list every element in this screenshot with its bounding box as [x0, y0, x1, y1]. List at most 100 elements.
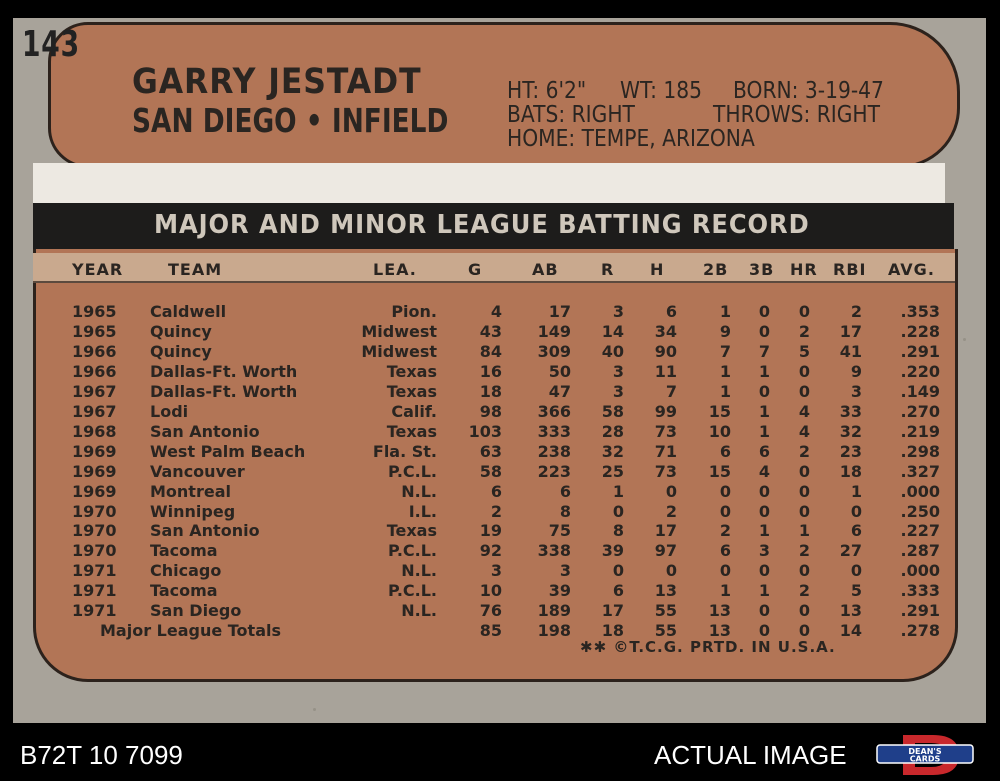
stat-cell: 6	[850, 521, 862, 540]
stat-cell: 1	[719, 382, 731, 401]
stat-cell: 41	[839, 342, 862, 361]
stat-cell: 97	[654, 541, 677, 560]
stat-cell: 17	[548, 302, 571, 321]
stat-cell: 0	[850, 502, 862, 521]
stat-cell: 1969	[72, 442, 117, 461]
stat-cell: 3	[559, 561, 571, 580]
stat-cell: 1	[758, 362, 770, 381]
stat-cell: 1968	[72, 422, 117, 441]
stat-cell: 309	[537, 342, 571, 361]
stat-cell: P.C.L.	[388, 541, 437, 560]
stat-cell: 0	[758, 322, 770, 341]
stat-cell: 23	[839, 442, 862, 461]
stat-cell: .270	[900, 402, 940, 421]
card-number: 143	[22, 24, 80, 65]
stat-cell: 1	[719, 302, 731, 321]
stat-cell: 223	[537, 462, 571, 481]
stat-cell: 1	[758, 402, 770, 421]
stat-cell: Pion.	[391, 302, 437, 321]
stat-cell: 39	[601, 541, 624, 560]
stat-cell: 17	[654, 521, 677, 540]
column-header: G	[468, 260, 483, 279]
stat-cell: Caldwell	[150, 302, 227, 321]
stat-cell: 149	[537, 322, 571, 341]
column-header: LEA.	[373, 260, 417, 279]
stats-header-row	[33, 253, 955, 281]
stat-cell: 4	[798, 402, 810, 421]
stat-cell: Lodi	[150, 402, 189, 421]
stat-cell: 1971	[72, 561, 117, 580]
stat-cell: .220	[900, 362, 940, 381]
stat-cell: 0	[798, 561, 810, 580]
stat-cell: 43	[479, 322, 502, 341]
stat-cell: 7	[758, 342, 770, 361]
stat-cell: 189	[537, 601, 571, 620]
deans-cards-logo-icon: DEAN'S CARDS	[876, 735, 974, 775]
player-name: GARRY JESTADT	[132, 62, 422, 102]
stat-cell: 8	[559, 502, 571, 521]
stat-cell: Winnipeg	[150, 502, 236, 521]
stat-cell: Dallas-Ft. Worth	[150, 382, 298, 401]
stat-cell: 366	[537, 402, 571, 421]
stat-cell: 39	[548, 581, 571, 600]
column-header: 3B	[749, 260, 775, 279]
stat-cell: 47	[548, 382, 571, 401]
stat-cell: Midwest	[361, 322, 437, 341]
stat-cell: 2	[798, 541, 810, 560]
totals-cell: 13	[708, 621, 731, 640]
column-header: R	[601, 260, 615, 279]
column-header: AB	[532, 260, 559, 279]
stat-cell: 0	[719, 482, 731, 501]
stat-cell: Texas	[386, 422, 437, 441]
record-title: MAJOR AND MINOR LEAGUE BATTING RECORD	[154, 210, 810, 240]
stat-cell: 0	[798, 302, 810, 321]
svg-text:DEAN'S: DEAN'S	[908, 747, 941, 756]
stat-cell: 2	[490, 502, 502, 521]
stat-cell: .250	[900, 502, 940, 521]
stat-cell: 2	[798, 322, 810, 341]
stat-cell: 0	[798, 362, 810, 381]
stat-cell: 11	[654, 362, 677, 381]
copyright-line: ✱✱ ©T.C.G. PRTD. IN U.S.A.	[580, 638, 836, 656]
stat-cell: 1967	[72, 382, 117, 401]
stat-cell: 7	[719, 342, 731, 361]
totals-cell: .278	[900, 621, 940, 640]
stat-cell: 2	[719, 521, 731, 540]
stat-cell: 3	[850, 382, 862, 401]
stat-cell: 7	[665, 382, 677, 401]
stat-cell: Texas	[386, 382, 437, 401]
stat-cell: 3	[612, 302, 624, 321]
stat-cell: 13	[708, 601, 731, 620]
stat-cell: 1967	[72, 402, 117, 421]
stat-cell: 1	[758, 581, 770, 600]
stat-cell: Tacoma	[150, 541, 218, 560]
column-header: H	[650, 260, 665, 279]
stat-cell: 2	[850, 302, 862, 321]
stat-cell: .353	[900, 302, 940, 321]
stat-cell: Quincy	[150, 342, 212, 361]
height: HT: 6'2"	[507, 78, 587, 104]
stat-cell: 55	[654, 601, 677, 620]
stat-cell: 75	[548, 521, 571, 540]
column-header: YEAR	[72, 260, 124, 279]
stat-cell: 3	[758, 541, 770, 560]
stat-cell: Quincy	[150, 322, 212, 341]
throws: THROWS: RIGHT	[713, 102, 880, 128]
stat-cell: Chicago	[150, 561, 222, 580]
stat-cell: 0	[612, 561, 624, 580]
stat-cell: 58	[479, 462, 502, 481]
stat-cell: 2	[798, 581, 810, 600]
stat-cell: 3	[612, 362, 624, 381]
stat-cell: 0	[758, 302, 770, 321]
stat-cell: .291	[900, 601, 940, 620]
column-header: 2B	[703, 260, 729, 279]
stat-cell: San Antonio	[150, 521, 260, 540]
stat-cell: 0	[798, 502, 810, 521]
stat-cell: 3	[612, 382, 624, 401]
stat-cell: .333	[900, 581, 940, 600]
stat-cell: Texas	[386, 362, 437, 381]
stat-cell: 6	[719, 541, 731, 560]
stat-cell: 0	[719, 502, 731, 521]
stat-cell: 14	[601, 322, 624, 341]
stat-cell: 27	[839, 541, 862, 560]
